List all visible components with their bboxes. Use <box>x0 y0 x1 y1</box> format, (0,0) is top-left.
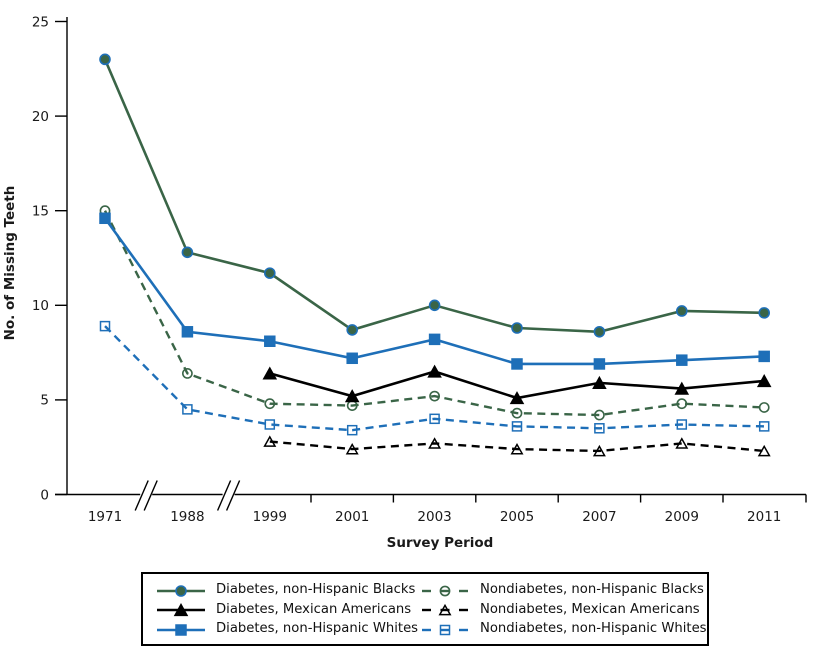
data-point <box>262 366 278 380</box>
axis-break-gap <box>140 489 153 500</box>
series-5 <box>99 320 770 436</box>
data-point <box>428 333 441 346</box>
data-point <box>676 354 688 366</box>
y-tick-label: 25 <box>32 14 49 30</box>
axis-break-gap <box>222 489 235 500</box>
series-line <box>104 325 765 432</box>
data-point <box>592 375 607 390</box>
data-point <box>758 350 770 363</box>
series-1 <box>262 364 772 405</box>
legend-entry: Nondiabetes, non-Hispanic Blacks <box>419 580 707 600</box>
data-point <box>428 299 441 312</box>
data-point <box>758 402 770 413</box>
legend-label: Nondiabetes, non-Hispanic Blacks <box>480 582 704 597</box>
data-point <box>346 352 358 365</box>
y-axis-title: No. of Missing Teeth <box>2 186 18 341</box>
legend-entry: Diabetes, non-Hispanic Whites <box>155 619 419 639</box>
legend-entry: Nondiabetes, non-Hispanic Whites <box>419 619 707 639</box>
y-tick-label: 5 <box>40 393 49 409</box>
data-point <box>756 374 772 388</box>
data-point <box>593 358 606 370</box>
x-tick-label: 1971 <box>88 509 122 525</box>
series-2 <box>99 212 770 370</box>
data-point <box>509 391 525 405</box>
legend-label: Nondiabetes, Mexican Americans <box>480 601 700 617</box>
data-point <box>181 326 194 338</box>
legend-label: Nondiabetes, non-Hispanic Whites <box>480 621 707 636</box>
x-tick-label: 1999 <box>253 509 287 525</box>
data-point <box>427 364 442 378</box>
legend-entry: Diabetes, non-Hispanic Blacks <box>155 580 419 600</box>
x-tick-label: 2005 <box>500 509 534 525</box>
legend-symbol-diabetes-non-hispanic-blacks-icon <box>155 583 207 597</box>
data-point <box>175 623 187 636</box>
series-0 <box>99 53 771 338</box>
legend-label: Diabetes, Mexican Americans <box>216 601 412 617</box>
data-point <box>675 305 688 317</box>
series-line <box>103 58 765 334</box>
series-4 <box>263 435 771 457</box>
series-line <box>103 210 765 417</box>
y-tick-label: 20 <box>32 109 49 125</box>
axis-break-icon <box>134 480 158 511</box>
y-tick-label: 10 <box>32 298 49 314</box>
data-point <box>173 603 189 617</box>
data-point <box>758 307 771 319</box>
data-point <box>511 358 523 370</box>
legend-label: Diabetes, non-Hispanic Whites <box>216 621 419 636</box>
line-chart-canvas: 0 5 10 15 20 25 1971 1988 1999 2001 2003 2005 2007 20… <box>2 14 807 551</box>
legend-entry: Nondiabetes, Mexican Americans <box>419 599 707 619</box>
legend-label: Diabetes, non-Hispanic Blacks <box>216 582 416 597</box>
series-line <box>269 440 765 453</box>
axes <box>55 17 807 503</box>
data-point <box>344 389 360 403</box>
axis-break-icon <box>216 480 241 511</box>
x-tick-label: 2009 <box>665 509 699 525</box>
x-tick-label: 1988 <box>170 509 204 525</box>
legend-symbol-nondiabetes-non-hispanic-blacks-icon <box>419 583 471 597</box>
data-point <box>593 325 606 338</box>
data-point <box>264 335 276 347</box>
legend-symbol-nondiabetes-mexican-americans-icon <box>419 602 471 616</box>
data-point <box>99 53 111 66</box>
legend-symbol-diabetes-non-hispanic-whites-icon <box>155 622 207 636</box>
data-point <box>511 322 523 334</box>
tick-labels: 0 5 10 15 20 25 1971 1988 1999 2001 2003 2005 2007 20… <box>32 14 782 525</box>
legend: Diabetes, non-Hispanic Blacks Nondiabete… <box>141 572 709 646</box>
x-tick-label: 2003 <box>417 509 451 525</box>
legend-symbol-nondiabetes-non-hispanic-whites-icon <box>419 622 471 636</box>
y-tick-label: 0 <box>40 487 49 503</box>
y-tick-label: 15 <box>32 204 49 220</box>
data-point <box>175 584 187 597</box>
legend-symbol-diabetes-mexican-americans-icon <box>155 602 207 617</box>
x-tick-label: 2011 <box>747 509 781 525</box>
series-3 <box>99 205 770 421</box>
x-axis-title: Survey Period <box>387 535 494 551</box>
legend-entry: Diabetes, Mexican Americans <box>155 599 419 619</box>
data-point <box>181 246 194 259</box>
data-point <box>674 381 690 395</box>
x-tick-label: 2001 <box>335 509 369 525</box>
data-point <box>263 267 276 279</box>
x-tick-label: 2007 <box>582 509 616 525</box>
data-point <box>346 324 359 336</box>
data-point <box>99 212 111 225</box>
